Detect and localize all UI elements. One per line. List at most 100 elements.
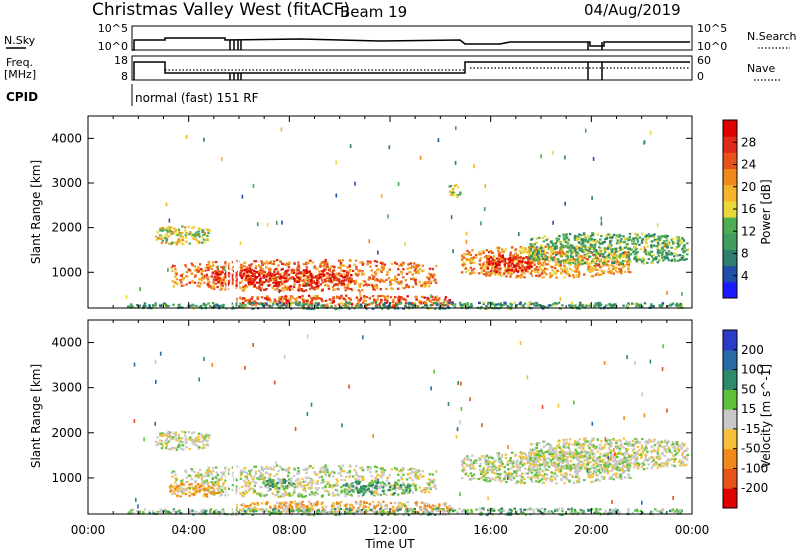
- heatmap-cell: [302, 269, 306, 272]
- heatmap-cell: [528, 259, 531, 262]
- heatmap-cell: [539, 249, 543, 252]
- heatmap-cell: [224, 467, 227, 470]
- heatmap-cell: [272, 468, 276, 471]
- heatmap-cell: [360, 487, 363, 490]
- heatmap-cell: [254, 276, 258, 279]
- heatmap-cell: [279, 480, 282, 483]
- heatmap-cell: [328, 273, 332, 276]
- heatmap-cell: [370, 489, 374, 492]
- heatmap-cell: [605, 262, 609, 265]
- heatmap-cell: [311, 479, 315, 482]
- heatmap-cell: [348, 307, 351, 310]
- heatmap-cell: [330, 471, 333, 474]
- heatmap-cell: [336, 484, 340, 487]
- heatmap-cell: [616, 260, 619, 263]
- heatmap-cell: [623, 255, 626, 258]
- heatmap-cell: [382, 294, 385, 298]
- heatmap-cell: [302, 303, 305, 306]
- heatmap-cell: [281, 262, 284, 265]
- heatmap-cell: [217, 277, 220, 280]
- heatmap-cell: [333, 288, 336, 291]
- heatmap-cell: [561, 245, 564, 248]
- heatmap-cell: [431, 276, 435, 279]
- heatmap-cell: [316, 274, 319, 277]
- heatmap-cell: [406, 491, 409, 494]
- heatmap-cell: [422, 475, 425, 478]
- heatmap-cell: [344, 488, 347, 491]
- heatmap-cell: [376, 298, 379, 301]
- heatmap-cell: [197, 473, 200, 476]
- heatmap-cell: [248, 266, 252, 270]
- heatmap-cell: [658, 258, 661, 261]
- heatmap-cell: [549, 276, 552, 279]
- heatmap-cell: [181, 273, 184, 276]
- heatmap-cell: [255, 301, 258, 304]
- heatmap-cell: [676, 254, 679, 257]
- heatmap-cell: [587, 235, 590, 239]
- heatmap-cell: [593, 265, 597, 268]
- heatmap-cell: [326, 471, 329, 474]
- heatmap-cell: [411, 470, 414, 473]
- heatmap-cell: [235, 303, 238, 306]
- heatmap-cell: [298, 303, 302, 306]
- heatmap-cell: [634, 302, 637, 305]
- heatmap-cell: [185, 437, 188, 440]
- heatmap-cell: [625, 252, 628, 255]
- heatmap-cell: [307, 487, 310, 490]
- heatmap-cell: [577, 270, 580, 273]
- heatmap-cell: [324, 284, 327, 287]
- heatmap-cell: [551, 249, 554, 252]
- heatmap-cell: [336, 274, 339, 277]
- heatmap-cell: [677, 304, 680, 307]
- heatmap-cell: [567, 238, 570, 241]
- heatmap-cell: [451, 192, 454, 195]
- heatmap-cell: [533, 304, 536, 307]
- heatmap-cell: [452, 249, 454, 254]
- heatmap-cell: [552, 244, 555, 247]
- heatmap-cell: [385, 511, 388, 514]
- heatmap-cell: [608, 252, 611, 255]
- heatmap-cell: [434, 307, 437, 310]
- heatmap-cell: [361, 490, 364, 493]
- heatmap-cell: [631, 242, 634, 245]
- heatmap-cell: [553, 256, 556, 259]
- heatmap-cell: [562, 254, 565, 257]
- heatmap-cell: [429, 280, 432, 283]
- heatmap-cell: [525, 262, 529, 265]
- heatmap-cell: [175, 281, 178, 284]
- heatmap-cell: [595, 273, 598, 276]
- heatmap-cell: [559, 296, 562, 301]
- heatmap-cell: [275, 284, 278, 287]
- heatmap-cell: [335, 296, 339, 299]
- heatmap-cell: [184, 431, 187, 434]
- heatmap-cell: [284, 298, 288, 301]
- heatmap-cell: [267, 284, 271, 287]
- heatmap-cell: [556, 258, 560, 261]
- heatmap-cell: [379, 467, 382, 470]
- heatmap-cell: [268, 304, 272, 308]
- heatmap-cell: [650, 303, 653, 306]
- heatmap-cell: [529, 303, 532, 306]
- heatmap-cell: [359, 261, 362, 264]
- heatmap-cell: [526, 264, 530, 267]
- heatmap-cell: [541, 305, 545, 308]
- heatmap-cell: [267, 489, 270, 493]
- heatmap-cell: [188, 269, 191, 272]
- heatmap-cell: [490, 272, 493, 275]
- heatmap-cell: [332, 475, 335, 478]
- heatmap-cell: [548, 304, 552, 307]
- heatmap-cell: [361, 289, 364, 292]
- heatmap-cell: [487, 251, 491, 254]
- heatmap-cell: [174, 477, 177, 480]
- colorbar-tick-label: 20: [741, 180, 756, 194]
- heatmap-cell: [569, 245, 572, 248]
- heatmap-cell: [281, 276, 284, 279]
- heatmap-cell: [545, 273, 548, 276]
- heatmap-cell: [251, 480, 255, 483]
- heatmap-cell: [330, 305, 333, 308]
- heatmap-cell: [503, 270, 507, 273]
- heatmap-cell: [200, 272, 203, 275]
- heatmap-cell: [316, 277, 320, 280]
- heatmap-cell: [212, 489, 215, 492]
